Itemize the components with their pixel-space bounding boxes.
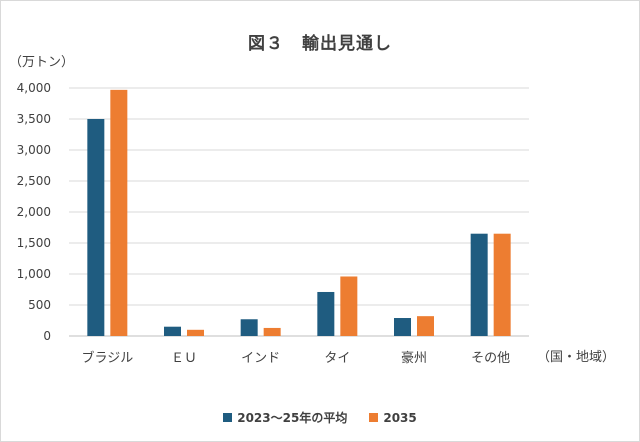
legend-item-series-1: 2023～25年の平均 <box>223 409 347 426</box>
bar <box>417 316 434 336</box>
bar <box>187 329 204 336</box>
bar <box>317 291 335 336</box>
y-tick-label: 1,000 <box>17 267 51 281</box>
y-tick-label: 2,500 <box>17 174 51 188</box>
x-tick-label: その他 <box>471 351 510 366</box>
bar <box>87 119 105 336</box>
bar <box>164 326 181 336</box>
legend-item-series-2: 2035 <box>369 410 417 425</box>
legend-swatch-series-2 <box>369 413 379 422</box>
x-tick-label: 豪州 <box>401 350 427 366</box>
x-tick-label: インド <box>241 351 280 366</box>
y-axis-unit-label: （万トン） <box>9 55 75 70</box>
legend: 2023～25年の平均 2035 <box>1 409 639 426</box>
bar <box>394 318 411 336</box>
x-tick-label: タイ <box>324 351 350 366</box>
legend-label-series-1: 2023～25年の平均 <box>237 411 348 425</box>
y-tick-label: 3,000 <box>17 143 51 157</box>
legend-label-series-2: 2035 <box>383 410 417 425</box>
bar <box>493 233 511 336</box>
x-tick-label: ＥＵ <box>171 351 197 366</box>
y-tick-label: 2,000 <box>17 205 51 219</box>
legend-swatch-series-1 <box>223 413 233 422</box>
x-tick-label: ブラジル <box>81 350 133 366</box>
y-tick-label: 4,000 <box>17 81 51 95</box>
bar <box>240 319 258 336</box>
y-tick-label: 1,500 <box>17 236 51 250</box>
bar <box>263 327 281 336</box>
y-tick-label: 500 <box>28 298 51 312</box>
y-tick-label: 3,500 <box>17 112 51 126</box>
bar <box>470 233 488 336</box>
y-tick-label: 0 <box>43 329 51 343</box>
chart-title: 図３ 輸出見通し <box>248 34 392 54</box>
bar <box>340 276 358 336</box>
x-axis-unit-label: （国・地域） <box>537 350 616 365</box>
bar <box>110 89 128 336</box>
